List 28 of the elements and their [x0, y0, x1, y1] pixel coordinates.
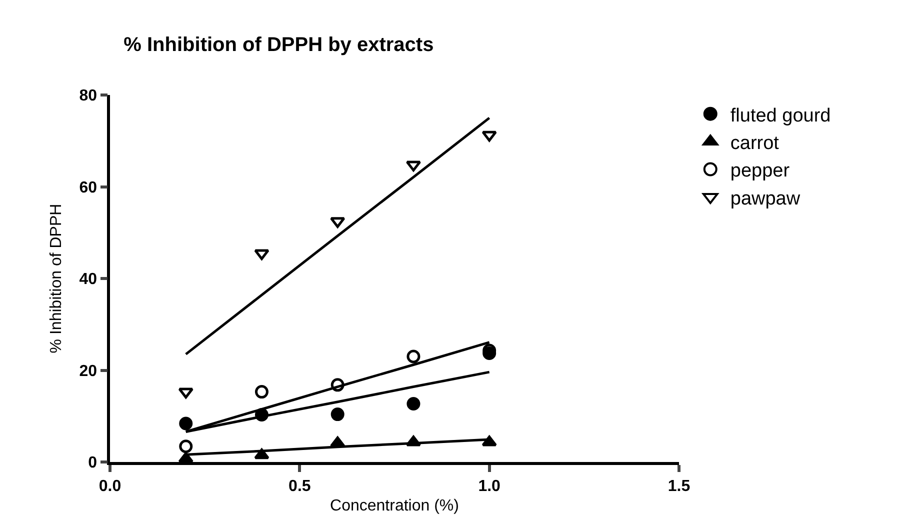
x-tick-label: 0.0: [98, 478, 122, 495]
x-tick-label: 1.0: [478, 478, 501, 495]
point: [406, 396, 420, 410]
point: [179, 440, 193, 454]
point: [482, 436, 497, 446]
legend-label: pepper: [730, 160, 790, 182]
point: [179, 416, 193, 430]
legend-label: carrot: [730, 132, 780, 154]
point: [330, 217, 346, 228]
point: [254, 385, 268, 399]
line-series: [184, 116, 491, 356]
y-tick-label: 20: [79, 362, 98, 380]
point: [330, 378, 344, 392]
x-tick-label: 0.5: [288, 478, 311, 495]
y-tick-label: 60: [79, 179, 98, 196]
point: [406, 350, 420, 364]
chart-title: % Inhibition of DPPH by extracts: [124, 34, 434, 56]
y-tick-label: 40: [79, 271, 98, 288]
point: [482, 130, 497, 142]
point: [330, 408, 344, 422]
y-axis-title: % Inhibition of DPPH: [48, 204, 66, 354]
x-tick-label: 1.5: [668, 478, 690, 495]
legend-label: fluted gourd: [730, 105, 831, 126]
point: [254, 249, 270, 260]
y-tick-label: 80: [79, 88, 98, 105]
x-axis-title: Concentration (%): [330, 498, 459, 515]
y-tick-label: 0: [88, 454, 98, 472]
legend-label: pawpaw: [730, 188, 800, 210]
